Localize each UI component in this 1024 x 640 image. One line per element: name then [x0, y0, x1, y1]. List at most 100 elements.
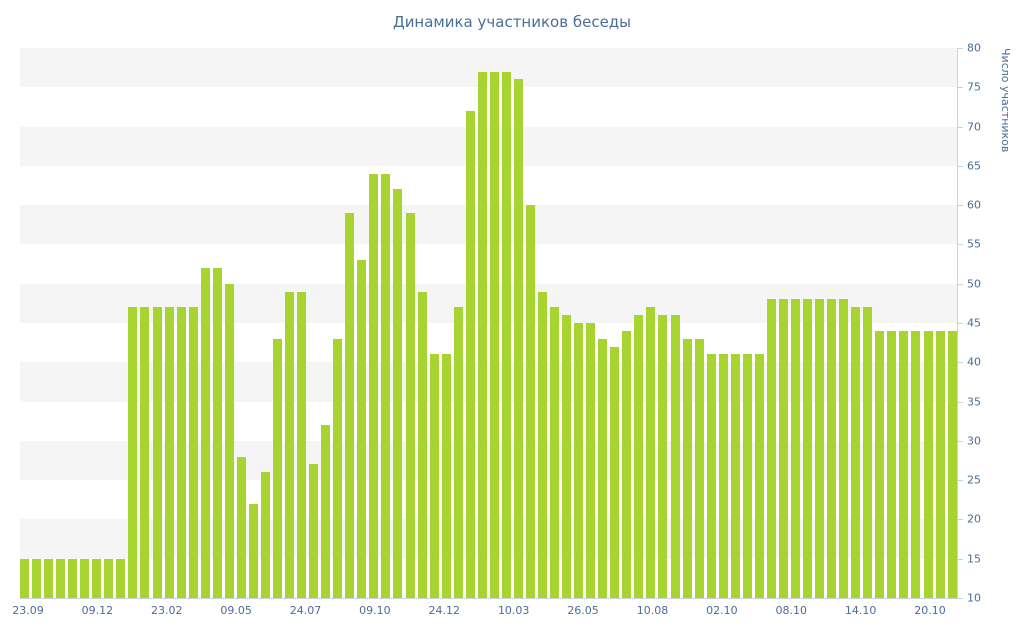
bar	[827, 299, 837, 598]
y-tick-mark	[958, 558, 963, 560]
bar	[20, 558, 29, 598]
background-stripe	[20, 519, 957, 559]
background-stripes	[20, 48, 957, 598]
bar	[104, 558, 114, 598]
y-tick-label: 75	[967, 80, 981, 94]
bar	[248, 503, 258, 598]
x-tick-label: 09.12	[81, 604, 114, 617]
bar	[236, 456, 246, 598]
bar	[935, 330, 945, 598]
bar	[260, 472, 270, 598]
bar	[791, 299, 800, 598]
bar	[224, 283, 234, 598]
y-tick-mark	[958, 244, 963, 246]
x-tick-label: 10.08	[636, 604, 669, 617]
y-tick-mark	[958, 283, 963, 285]
x-tick-label: 23.09	[12, 604, 44, 617]
background-stripe	[20, 440, 957, 481]
x-tick-label: 26.05	[567, 604, 599, 617]
bar	[766, 299, 776, 598]
bar	[525, 205, 535, 598]
bar	[742, 354, 752, 598]
bar	[658, 315, 668, 598]
background-stripe	[20, 205, 957, 245]
plot-area	[20, 48, 957, 598]
bar	[116, 558, 126, 598]
bar	[730, 354, 740, 598]
bar	[393, 189, 403, 598]
bar	[911, 330, 921, 598]
bar	[550, 307, 560, 598]
x-tick-label: 10.03	[497, 604, 530, 617]
bar	[345, 213, 355, 598]
bar	[92, 558, 102, 598]
bar	[140, 307, 150, 598]
y-tick-label: 65	[967, 159, 981, 173]
bar	[622, 330, 632, 598]
y-tick-label: 40	[967, 355, 981, 369]
bar-series	[20, 48, 957, 598]
y-tick-label: 70	[967, 120, 981, 134]
bar	[32, 558, 42, 598]
bar	[694, 338, 704, 598]
bar	[369, 173, 379, 598]
y-axis-title: Число участников	[999, 48, 1012, 153]
bar	[923, 330, 933, 598]
x-tick-label: 20.10	[914, 604, 946, 617]
bar	[297, 291, 307, 598]
y-tick-mark	[958, 362, 963, 364]
bar	[863, 307, 873, 598]
bar	[164, 307, 174, 598]
bar	[56, 558, 66, 598]
bar	[718, 354, 728, 598]
bar	[80, 558, 90, 598]
bar	[285, 291, 295, 598]
bar	[429, 354, 439, 598]
bar	[152, 307, 162, 598]
bar	[634, 315, 644, 598]
y-tick-mark	[958, 48, 963, 49]
bar	[682, 338, 692, 598]
bar	[562, 315, 572, 598]
bar	[839, 299, 849, 598]
bar	[465, 110, 475, 598]
y-tick-mark	[958, 87, 963, 89]
bar	[947, 330, 957, 598]
y-tick-mark	[958, 440, 963, 442]
bar	[309, 464, 319, 598]
bar	[188, 307, 198, 598]
bar	[513, 79, 523, 598]
bar	[176, 307, 186, 598]
bar	[477, 71, 487, 598]
x-tick-label: 09.10	[359, 604, 391, 617]
y-tick-label: 30	[967, 434, 981, 448]
bar	[272, 338, 282, 598]
y-tick-label: 45	[967, 316, 981, 330]
x-axis-line	[20, 598, 958, 599]
y-tick-label: 10	[967, 591, 981, 605]
bar	[405, 213, 415, 598]
bar	[381, 173, 391, 598]
bar	[670, 315, 680, 598]
bar	[489, 71, 499, 598]
bar	[441, 354, 451, 598]
bar	[200, 268, 210, 598]
x-tick-label: 24.12	[428, 604, 461, 617]
bar	[706, 354, 716, 598]
y-tick-mark	[958, 126, 963, 128]
bar	[754, 354, 764, 598]
x-tick-label: 14.10	[844, 604, 877, 617]
chart-title: Динамика участников беседы	[392, 13, 632, 31]
bar	[212, 268, 222, 598]
bar	[321, 425, 331, 598]
bar	[586, 323, 596, 598]
bar	[875, 330, 885, 598]
bar	[574, 323, 584, 598]
y-tick-mark	[958, 401, 963, 403]
x-tick-label: 09.05	[220, 604, 252, 617]
y-tick-mark	[958, 205, 963, 207]
bar	[417, 291, 427, 598]
y-tick-mark	[958, 323, 963, 324]
bar	[128, 307, 138, 598]
